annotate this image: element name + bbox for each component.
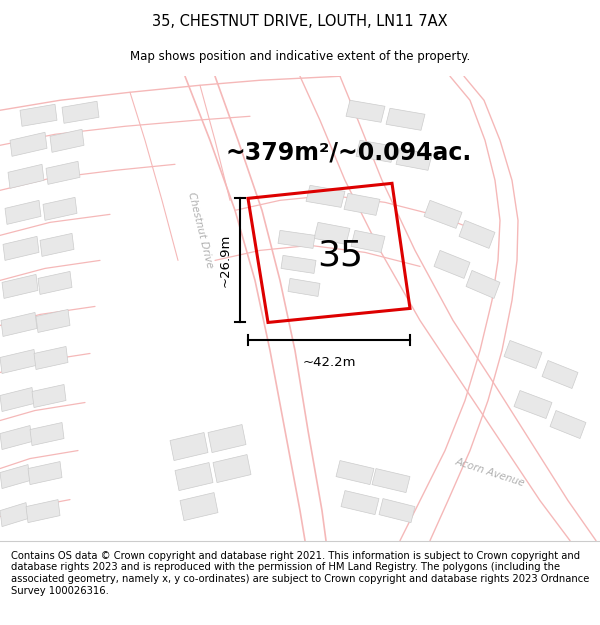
Polygon shape bbox=[8, 164, 44, 188]
Polygon shape bbox=[46, 161, 80, 184]
Text: ~42.2m: ~42.2m bbox=[302, 356, 356, 369]
Polygon shape bbox=[50, 129, 84, 152]
Polygon shape bbox=[396, 148, 432, 171]
Polygon shape bbox=[424, 201, 462, 228]
Polygon shape bbox=[40, 233, 74, 256]
Polygon shape bbox=[20, 104, 57, 126]
Polygon shape bbox=[62, 101, 99, 123]
Polygon shape bbox=[306, 186, 345, 208]
Polygon shape bbox=[0, 388, 34, 411]
Polygon shape bbox=[5, 201, 41, 224]
Polygon shape bbox=[43, 198, 77, 221]
Text: Map shows position and indicative extent of the property.: Map shows position and indicative extent… bbox=[130, 50, 470, 63]
Polygon shape bbox=[0, 503, 28, 527]
Polygon shape bbox=[32, 384, 66, 408]
Text: Acorn Avenue: Acorn Avenue bbox=[454, 457, 526, 489]
Polygon shape bbox=[466, 271, 500, 298]
Text: ~26.9m: ~26.9m bbox=[219, 234, 232, 287]
Polygon shape bbox=[278, 231, 315, 248]
Polygon shape bbox=[26, 499, 60, 522]
Polygon shape bbox=[3, 236, 39, 261]
Text: ~379m²/~0.094ac.: ~379m²/~0.094ac. bbox=[225, 140, 471, 164]
Polygon shape bbox=[38, 271, 72, 294]
Polygon shape bbox=[28, 461, 62, 484]
Text: 35: 35 bbox=[317, 238, 363, 272]
Polygon shape bbox=[0, 464, 30, 489]
Polygon shape bbox=[213, 454, 251, 482]
Polygon shape bbox=[356, 140, 395, 162]
Polygon shape bbox=[344, 193, 380, 216]
Polygon shape bbox=[208, 424, 246, 452]
Polygon shape bbox=[372, 469, 410, 492]
Polygon shape bbox=[434, 251, 470, 278]
Polygon shape bbox=[0, 426, 32, 449]
Polygon shape bbox=[346, 100, 385, 122]
Polygon shape bbox=[180, 492, 218, 521]
Polygon shape bbox=[281, 256, 316, 273]
Polygon shape bbox=[542, 361, 578, 389]
Polygon shape bbox=[2, 274, 38, 298]
Polygon shape bbox=[170, 432, 208, 461]
Polygon shape bbox=[30, 422, 64, 446]
Polygon shape bbox=[341, 491, 379, 514]
Text: Chestnut Drive: Chestnut Drive bbox=[186, 191, 214, 269]
Polygon shape bbox=[379, 499, 415, 522]
Text: Contains OS data © Crown copyright and database right 2021. This information is : Contains OS data © Crown copyright and d… bbox=[11, 551, 589, 596]
Polygon shape bbox=[34, 346, 68, 369]
Text: 35, CHESTNUT DRIVE, LOUTH, LN11 7AX: 35, CHESTNUT DRIVE, LOUTH, LN11 7AX bbox=[152, 14, 448, 29]
Polygon shape bbox=[550, 411, 586, 439]
Polygon shape bbox=[314, 222, 350, 244]
Polygon shape bbox=[514, 391, 552, 419]
Polygon shape bbox=[10, 132, 47, 156]
Polygon shape bbox=[175, 462, 213, 491]
Polygon shape bbox=[36, 309, 70, 332]
Polygon shape bbox=[288, 278, 320, 296]
Polygon shape bbox=[504, 341, 542, 369]
Polygon shape bbox=[386, 108, 425, 130]
Polygon shape bbox=[351, 231, 385, 253]
Polygon shape bbox=[1, 312, 37, 336]
Polygon shape bbox=[0, 349, 36, 374]
Polygon shape bbox=[336, 461, 374, 484]
Polygon shape bbox=[459, 221, 495, 248]
